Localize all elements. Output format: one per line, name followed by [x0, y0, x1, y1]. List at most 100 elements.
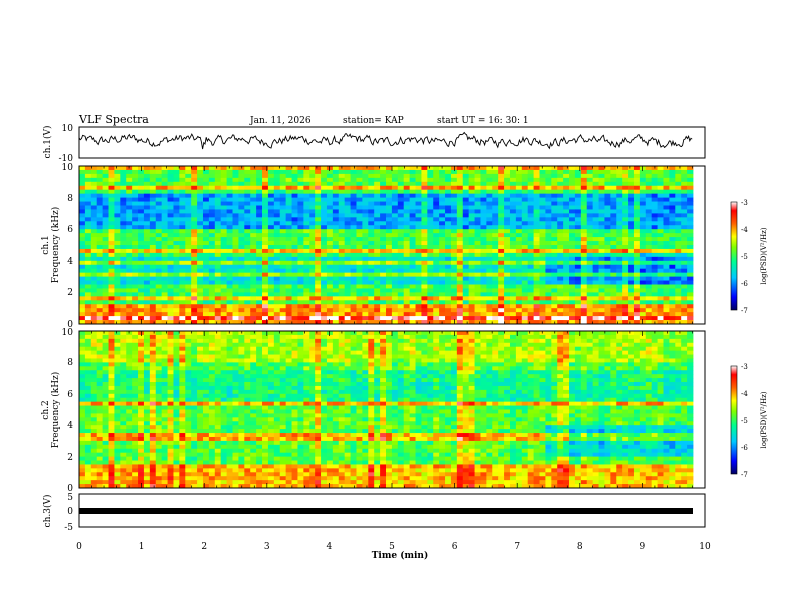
spectrogram-cell — [114, 201, 121, 206]
spectrogram-cell — [669, 264, 676, 270]
spectrogram-cell — [521, 312, 529, 317]
spectrogram-cell — [574, 331, 582, 336]
spectrogram-cell — [173, 256, 180, 262]
spectrogram-cell — [462, 276, 470, 281]
spectrogram-cell — [214, 338, 222, 344]
spectrogram-cell — [456, 280, 464, 285]
spectrogram-cell — [332, 342, 340, 348]
spectrogram-cell — [616, 346, 623, 352]
spectrogram-cell — [315, 338, 322, 344]
spectrogram-cell — [126, 264, 133, 270]
spectrogram-cell — [232, 252, 239, 258]
spectrogram-cell — [368, 173, 375, 179]
spectrogram-cell — [309, 350, 316, 355]
spectrogram-cell — [356, 245, 363, 250]
spectrogram-cell — [521, 308, 529, 313]
spectrogram-cell — [368, 354, 375, 359]
spectrogram-cell — [539, 169, 546, 175]
spectrogram-cell — [321, 260, 328, 266]
spectrogram-cell — [362, 300, 369, 305]
spectrogram-cell — [657, 296, 664, 301]
spectrogram-cell — [173, 193, 180, 198]
spectrogram-cell — [374, 342, 381, 348]
spectrogram-cell — [350, 189, 357, 195]
spectrogram-cell — [220, 205, 227, 210]
spectrogram-cell — [498, 241, 505, 246]
spectrogram-cell — [657, 193, 664, 198]
spectrogram-cell — [622, 320, 629, 325]
spectrogram-cell — [474, 193, 481, 198]
spectrogram-cell — [90, 181, 98, 187]
spectrogram-cell — [386, 292, 393, 297]
spectrogram-cell — [155, 233, 163, 238]
spectrogram-cell — [220, 193, 227, 198]
spectrogram-cell — [462, 229, 470, 234]
spectrogram-cell — [332, 189, 340, 195]
spectrogram-cell — [220, 312, 227, 317]
spectrogram-cell — [663, 201, 670, 206]
spectrogram-cell — [90, 256, 98, 262]
spectrogram-cell — [149, 354, 157, 359]
spectrogram-cell — [492, 181, 499, 187]
spectrogram-cell — [681, 221, 688, 226]
spectrogram-cell — [533, 292, 540, 297]
spectrogram-cell — [326, 245, 334, 250]
spectrogram-cell — [681, 288, 688, 293]
spectrogram-cell — [527, 197, 534, 202]
spectrogram-cell — [350, 342, 357, 348]
spectrogram-cell — [90, 185, 98, 191]
spectrogram-cell — [386, 268, 393, 274]
spectrogram-cell — [551, 350, 558, 355]
spectrogram-cell — [368, 346, 375, 352]
spectrogram-cell — [338, 185, 346, 191]
spectrogram-cell — [126, 181, 133, 187]
spectrogram-cell — [303, 256, 310, 262]
spectrogram-cell — [309, 264, 316, 270]
spectrogram-cell — [108, 181, 115, 187]
spectrogram-cell — [226, 334, 233, 340]
ch1-spec-ytick-6: 6 — [67, 225, 73, 235]
spectrogram-cell — [179, 284, 186, 289]
spectrogram-cell — [344, 264, 351, 270]
spectrogram-cell — [480, 276, 487, 281]
spectrogram-cell — [445, 346, 452, 352]
spectrogram-cell — [220, 316, 227, 321]
spectrogram-cell — [279, 181, 287, 187]
spectrogram-cell — [433, 185, 440, 191]
spectrogram-cell — [592, 201, 599, 206]
spectrogram-cell — [226, 280, 233, 285]
spectrogram-cell — [592, 221, 599, 226]
spectrogram-cell — [545, 316, 552, 321]
spectrogram-cell — [628, 331, 635, 336]
spectrogram-cell — [326, 320, 334, 325]
spectrogram-cell — [445, 280, 452, 285]
spectrogram-cell — [509, 229, 517, 234]
spectrogram-cell — [250, 241, 257, 246]
spectrogram-cell — [433, 233, 440, 238]
spectrogram-cell — [344, 288, 351, 293]
spectrogram-cell — [108, 225, 115, 230]
spectrogram-cell — [179, 201, 186, 206]
spectrogram-cell — [321, 241, 328, 246]
spectrogram-cell — [521, 320, 529, 325]
spectrogram-cell — [291, 205, 298, 210]
spectrogram-cell — [574, 320, 582, 325]
spectrogram-cell — [569, 264, 576, 270]
spectrogram-cell — [480, 338, 487, 344]
spectrogram-cell — [669, 320, 676, 325]
spectrogram-cell — [433, 189, 440, 195]
spectrogram-cell — [143, 177, 151, 183]
spectrogram-cell — [90, 173, 98, 179]
spectrogram-cell — [403, 237, 411, 242]
spectrogram-cell — [468, 338, 475, 344]
spectrogram-cell — [450, 300, 458, 305]
spectrogram-cell — [279, 308, 287, 313]
spectrogram-cell — [344, 217, 351, 222]
spectrogram-cell — [421, 272, 428, 277]
spectrogram-cell — [350, 284, 357, 289]
spectrogram-cell — [456, 237, 464, 242]
spectrogram-cell — [663, 350, 670, 355]
spectrogram-cell — [539, 304, 546, 309]
spectrogram-cell — [285, 193, 292, 198]
spectrogram-cell — [132, 189, 139, 195]
